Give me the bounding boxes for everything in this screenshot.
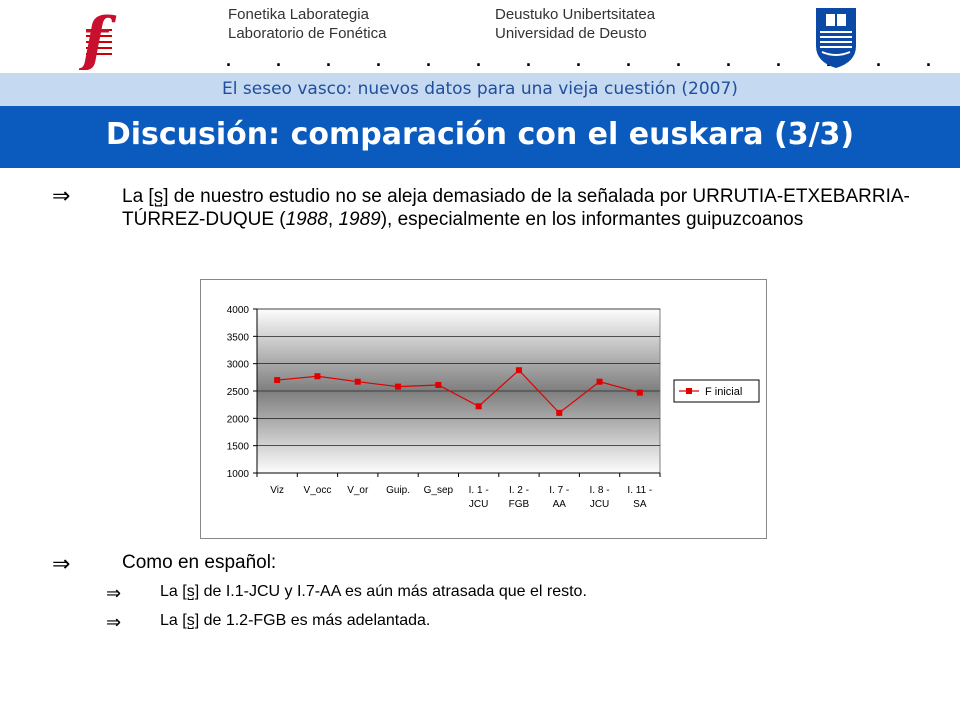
sub-bullet-arrow-icon: ⇒ [106, 612, 122, 633]
x-tick-label: I. 8 - [590, 485, 610, 496]
data-point [475, 403, 482, 410]
title-bar [0, 106, 960, 168]
data-point [636, 389, 643, 396]
x-tick-label: SA [633, 499, 647, 510]
bullet-arrow-icon: ⇒ [52, 184, 71, 209]
data-point [556, 409, 563, 416]
slide-title: Discusión: comparación con el euskara (3… [105, 117, 855, 152]
data-point [435, 381, 442, 388]
x-tick-label: Viz [270, 485, 284, 496]
x-tick-label: AA [553, 499, 567, 510]
data-point [596, 378, 603, 385]
f-inicial-line-chart: 1000 1500 2000 2500 3000 3500 4000 Viz V_occ V_o… [227, 305, 760, 510]
x-tick-label: JCU [469, 499, 488, 510]
data-point [395, 383, 402, 390]
x-tick-label: I. 7 - [549, 485, 569, 496]
x-tick-label: JCU [590, 499, 609, 510]
x-tick-label: I. 11 - [627, 485, 652, 496]
lab-name: Fonetika Laborategia Laboratorio de Foné… [228, 6, 387, 42]
bullet-2-text: Como en español: [122, 552, 277, 573]
y-tick-label: 2000 [227, 414, 250, 425]
data-point [515, 367, 522, 374]
y-tick-label: 3500 [227, 332, 250, 343]
bullet-1-text: La [s̺] de nuestro estudio no se aleja d… [122, 186, 910, 230]
y-tick-label: 3000 [227, 360, 250, 371]
y-tick-label: 4000 [227, 305, 250, 316]
university-shield-logo-icon [816, 8, 856, 68]
sub-bullet-2-text: La [s̺] de 1.2-FGB es más adelantada. [160, 612, 431, 629]
sub-bullet-1-text: La [s̺] de I.1-JCU y I.7-AA es aún más a… [160, 583, 587, 600]
phonetic-symbol: s̺ [186, 612, 195, 629]
phonetics-lab-f-logo-icon: f [78, 5, 117, 70]
chart-frame: 1000 1500 2000 2500 3000 3500 4000 Viz V_occ V_o… [200, 279, 767, 539]
y-tick-label: 2500 [227, 387, 250, 398]
data-point [274, 377, 281, 384]
x-tick-label: I. 2 - [509, 485, 529, 496]
svg-text:f: f [78, 5, 117, 70]
x-tick-label: I. 1 - [469, 485, 489, 496]
presentation-subtitle: El seseo vasco: nuevos datos para una vi… [222, 79, 738, 99]
phonetic-symbol: s̺ [186, 583, 195, 600]
data-point [354, 378, 361, 385]
series-line-f-inicial [277, 369, 641, 414]
legend-label: F inicial [705, 386, 742, 398]
phonetic-symbol: s̺ [153, 186, 164, 207]
bullet-arrow-icon: ⇒ [52, 552, 71, 577]
subtitle-bar [0, 73, 960, 106]
x-tick-label: V_occ [304, 485, 332, 496]
x-tick-label: G_sep [424, 485, 454, 496]
y-tick-label: 1500 [227, 442, 250, 453]
university-name: Deustuko Unibertsitatea Universidad de D… [495, 6, 656, 42]
data-point [314, 373, 321, 380]
legend: F inicial [673, 379, 760, 403]
y-tick-label: 1000 [227, 469, 250, 480]
sub-bullet-arrow-icon: ⇒ [106, 583, 122, 604]
x-tick-label: FGB [509, 499, 530, 510]
x-tick-label: Guip. [386, 485, 410, 496]
header: f Fonetika Laborategia Laboratorio de Fo… [0, 0, 960, 91]
x-tick-label: V_or [347, 485, 369, 496]
